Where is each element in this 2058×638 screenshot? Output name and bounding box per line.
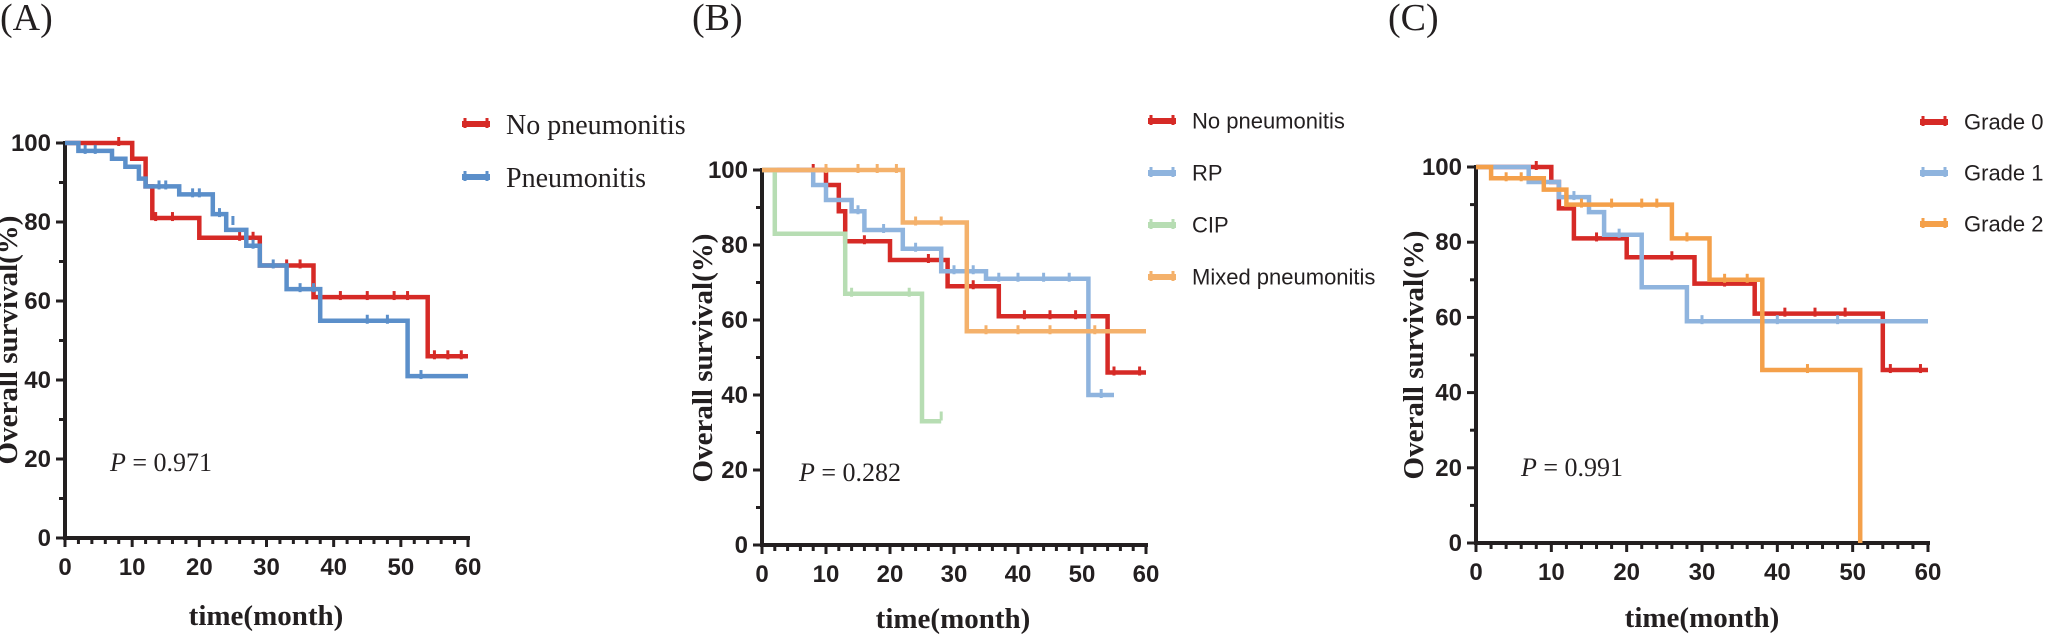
y-tick-label: 60 — [1435, 304, 1462, 331]
p-value-symbol: P — [1520, 453, 1537, 482]
x-tick-label: 30 — [1689, 559, 1716, 586]
y-tick-label: 0 — [735, 532, 748, 559]
panel-a: (A) 0 10 20 30 40 50 60 0 20 40 60 80 100 time(month) O… — [0, 0, 686, 632]
x-tick-label: 50 — [1069, 561, 1096, 588]
y-tick-label: 80 — [24, 209, 51, 236]
y-tick-label: 40 — [721, 382, 748, 409]
panel-c: (C) 0 10 20 30 40 50 60 0 20 40 60 80 100 time(month) O… — [1388, 0, 2044, 634]
p-value-text: = 0.991 — [1537, 453, 1623, 482]
y-axis-title: Overall survival(%) — [0, 216, 24, 465]
x-tick-label: 40 — [320, 554, 347, 581]
y-tick-label: 100 — [708, 157, 748, 184]
x-tick-label: 50 — [387, 554, 414, 581]
x-tick-label: 0 — [755, 561, 768, 588]
y-tick-label: 20 — [721, 457, 748, 484]
y-tick-label: 80 — [721, 232, 748, 259]
legend-label: CIP — [1192, 213, 1229, 238]
x-axis-title: time(month) — [1625, 602, 1780, 634]
legend-label: Grade 1 — [1964, 161, 2044, 186]
survival-curve — [65, 140, 468, 359]
x-tick-label: 0 — [58, 554, 71, 581]
legend-label: No pneumonitis — [1192, 109, 1345, 134]
legend-label: Pneumonitis — [506, 163, 646, 194]
x-tick-label: 10 — [1538, 559, 1565, 586]
p-value-symbol: P — [798, 458, 815, 487]
panel-label: (B) — [692, 0, 743, 39]
p-value-text: = 0.971 — [126, 448, 212, 477]
y-tick-label: 0 — [1449, 530, 1462, 557]
p-value-annotation: P = 0.991 — [1520, 453, 1623, 482]
x-tick-label: 40 — [1764, 559, 1791, 586]
x-tick-label: 30 — [253, 554, 280, 581]
x-axis-title: time(month) — [189, 600, 344, 632]
x-tick-label: 10 — [119, 554, 146, 581]
survival-curve — [762, 167, 942, 424]
x-tick-label: 10 — [813, 561, 840, 588]
x-tick-label: 30 — [941, 561, 968, 588]
legend-label: Grade 2 — [1964, 212, 2044, 237]
p-value-text: = 0.282 — [815, 458, 901, 487]
survival-curve — [1476, 164, 1863, 543]
x-tick-label: 0 — [1469, 559, 1482, 586]
legend-label: Mixed pneumonitis — [1192, 265, 1375, 290]
x-tick-label: 60 — [455, 554, 482, 581]
panel-label: (A) — [0, 0, 53, 39]
p-value-annotation: P = 0.971 — [109, 448, 212, 477]
y-tick-label: 20 — [1435, 455, 1462, 482]
panel-b: (B) 0 10 20 30 40 50 60 0 20 40 60 80 100 time(month) O… — [687, 0, 1375, 635]
x-tick-label: 20 — [877, 561, 904, 588]
legend-label: No pneumonitis — [506, 110, 686, 141]
y-tick-label: 20 — [24, 446, 51, 473]
x-axis-title: time(month) — [876, 603, 1031, 635]
y-tick-label: 40 — [1435, 380, 1462, 407]
survival-curve — [1476, 164, 1928, 324]
survival-curve — [762, 167, 1146, 375]
survival-curve — [65, 140, 468, 379]
p-value-annotation: P = 0.282 — [798, 458, 901, 487]
x-tick-label: 60 — [1133, 561, 1160, 588]
x-tick-label: 20 — [1613, 559, 1640, 586]
x-tick-label: 60 — [1915, 559, 1942, 586]
y-axis-title: Overall survival(%) — [1398, 231, 1430, 480]
y-tick-label: 100 — [1422, 154, 1462, 181]
y-axis-title: Overall survival(%) — [687, 234, 719, 483]
x-tick-label: 20 — [186, 554, 213, 581]
y-tick-label: 80 — [1435, 229, 1462, 256]
y-tick-label: 60 — [24, 288, 51, 315]
y-tick-label: 40 — [24, 367, 51, 394]
legend-label: Grade 0 — [1964, 110, 2044, 135]
y-tick-label: 60 — [721, 307, 748, 334]
y-tick-label: 100 — [11, 130, 51, 157]
panel-label: (C) — [1388, 0, 1439, 39]
survival-curve — [1476, 164, 1928, 373]
legend-label: RP — [1192, 161, 1223, 186]
x-tick-label: 40 — [1005, 561, 1032, 588]
survival-curve — [762, 167, 1114, 398]
p-value-symbol: P — [109, 448, 126, 477]
x-tick-label: 50 — [1839, 559, 1866, 586]
y-tick-label: 0 — [38, 525, 51, 552]
survival-curve — [762, 167, 1146, 334]
